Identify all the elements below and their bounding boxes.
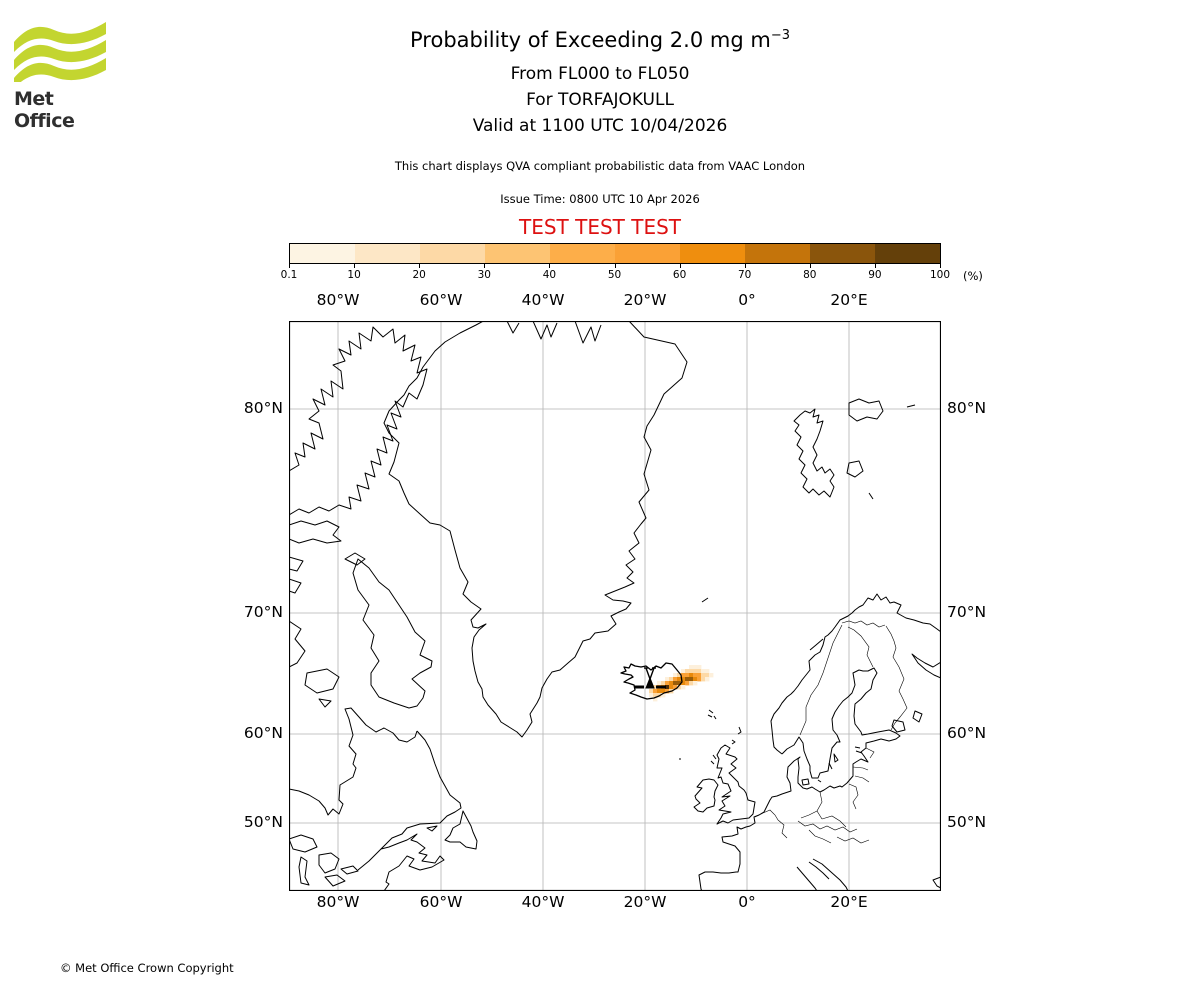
x-tick-bottom-40w: 40°W [521, 893, 565, 911]
y-tick-left-70n: 70°N [243, 603, 283, 621]
colorbar-segments [290, 244, 940, 263]
colorbar-ticks: 0.1 10 20 30 40 50 60 70 80 90 100 [281, 264, 969, 288]
met-office-waves-icon [14, 22, 106, 88]
colorbar-tick-label: 50 [607, 269, 622, 281]
y-tick-left-60n: 60°N [243, 724, 283, 742]
colorbar-tick [614, 264, 616, 268]
colorbar-tick-label: 90 [868, 269, 882, 281]
colorbar-tick [874, 264, 876, 268]
qva-note: This chart displays QVA compliant probab… [394, 159, 806, 173]
colorbar-tick-label: 20 [412, 269, 426, 281]
y-tick-right-70n: 70°N [947, 603, 987, 621]
colorbar-tick [419, 264, 421, 268]
x-tick-top-0: 0° [738, 291, 756, 309]
y-tick-right-80n: 80°N [947, 399, 987, 417]
colorbar-tick [679, 264, 681, 268]
colorbar-tick [940, 264, 941, 268]
flight-levels-subtitle: From FL000 to FL050 [510, 64, 690, 84]
x-tick-bottom-20e: 20°E [830, 893, 868, 911]
x-tick-bottom-20w: 20°W [623, 893, 667, 911]
x-tick-top-80w: 80°W [316, 291, 360, 309]
map-area [289, 321, 941, 891]
x-tick-bottom-80w: 80°W [316, 893, 360, 911]
y-tick-right-50n: 50°N [947, 813, 987, 831]
test-banner: TEST TEST TEST [518, 215, 681, 239]
colorbar-unit-label: (%) [963, 269, 983, 283]
volcano-subtitle: For TORFAJOKULL [526, 90, 674, 110]
title-exponent: −3 [770, 28, 790, 43]
colorbar-tick-label: 10 [347, 269, 361, 281]
colorbar-tick [484, 264, 486, 268]
colorbar-tick-label: 30 [477, 269, 491, 281]
colorbar-tick [289, 264, 290, 268]
title-text: Probability of Exceeding 2.0 mg m [410, 28, 771, 52]
colorbar-tick-label: 80 [803, 269, 817, 281]
coastlines [289, 321, 941, 891]
colorbar-tick [354, 264, 356, 268]
x-tick-top-20e: 20°E [830, 291, 868, 309]
x-tick-bottom-60w: 60°W [419, 893, 463, 911]
met-office-logo-text: Met Office [14, 88, 75, 132]
issue-time: Issue Time: 0800 UTC 10 Apr 2026 [500, 192, 700, 206]
colorbar-tick-label: 0.1 [280, 269, 298, 281]
colorbar-tick-label: 100 [929, 269, 951, 281]
x-tick-top-40w: 40°W [521, 291, 565, 309]
colorbar-tick [744, 264, 746, 268]
x-tick-top-20w: 20°W [623, 291, 667, 309]
y-tick-left-50n: 50°N [243, 813, 283, 831]
probability-colorbar [289, 243, 941, 264]
graticule-gridlines [289, 321, 941, 891]
y-tick-left-80n: 80°N [243, 399, 283, 417]
country-borders [754, 620, 908, 844]
copyright-text: © Met Office Crown Copyright [60, 961, 234, 975]
colorbar-tick [809, 264, 811, 268]
colorbar-tick-label: 60 [672, 269, 687, 281]
colorbar-tick-label: 70 [738, 269, 752, 281]
y-tick-right-60n: 60°N [947, 724, 987, 742]
colorbar-tick [549, 264, 551, 268]
met-office-logo: Met Office [14, 22, 114, 132]
x-tick-bottom-0: 0° [738, 893, 756, 911]
volcano-marker [634, 667, 666, 689]
valid-time-subtitle: Valid at 1100 UTC 10/04/2026 [472, 116, 728, 136]
colorbar-tick-label: 40 [542, 269, 557, 281]
page-title: Probability of Exceeding 2.0 mg m−3 [0, 28, 1200, 52]
x-tick-top-60w: 60°W [419, 291, 463, 309]
map-frame [289, 321, 941, 891]
